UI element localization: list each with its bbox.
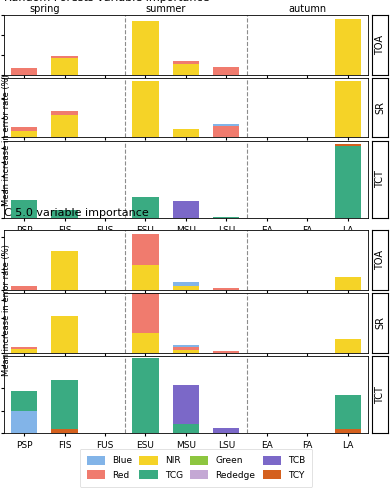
Bar: [173, 282, 199, 286]
Bar: [51, 114, 78, 138]
Text: Random Forests variable importance: Random Forests variable importance: [4, 0, 209, 3]
Text: TOA: TOA: [375, 250, 385, 270]
Bar: [132, 293, 159, 334]
Bar: [132, 81, 159, 138]
Bar: [173, 130, 199, 138]
Bar: [334, 429, 361, 434]
Bar: [213, 428, 240, 434]
Bar: [51, 429, 78, 434]
Bar: [132, 197, 159, 218]
Bar: [173, 345, 199, 347]
Bar: [11, 391, 37, 411]
Bar: [334, 278, 361, 289]
Bar: [334, 81, 361, 138]
Bar: [334, 144, 361, 146]
Bar: [334, 146, 361, 218]
Text: autumn: autumn: [288, 4, 326, 14]
Text: summer: summer: [145, 4, 186, 14]
Bar: [334, 395, 361, 429]
Bar: [11, 127, 37, 131]
Bar: [213, 67, 240, 74]
Bar: [173, 286, 199, 290]
Bar: [173, 424, 199, 434]
Bar: [173, 386, 199, 424]
Bar: [173, 350, 199, 352]
Bar: [11, 286, 37, 290]
Bar: [173, 60, 199, 64]
Bar: [132, 265, 159, 289]
Text: Mean increase in error rate (%): Mean increase in error rate (%): [2, 74, 11, 206]
Bar: [334, 340, 361, 352]
Text: TOA: TOA: [375, 35, 385, 55]
Bar: [132, 234, 159, 265]
Legend: Blue, Red, NIR, TCG, Green, Rededge, TCB, TCY: Blue, Red, NIR, TCG, Green, Rededge, TCB…: [80, 448, 312, 487]
Bar: [213, 124, 240, 126]
Bar: [51, 111, 78, 114]
Bar: [11, 200, 37, 218]
Bar: [213, 351, 240, 352]
Text: TCT: TCT: [375, 386, 385, 404]
Bar: [51, 316, 78, 352]
Bar: [213, 288, 240, 290]
Bar: [213, 217, 240, 218]
Text: TCT: TCT: [375, 170, 385, 188]
Bar: [51, 58, 78, 74]
Text: SR: SR: [375, 101, 385, 114]
Bar: [11, 346, 37, 350]
Bar: [132, 334, 159, 352]
Text: C 5.0 variable importance: C 5.0 variable importance: [4, 208, 149, 218]
Bar: [51, 251, 78, 290]
Bar: [51, 380, 78, 429]
Bar: [334, 19, 361, 74]
Bar: [173, 347, 199, 350]
Text: SR: SR: [375, 316, 385, 330]
Bar: [173, 201, 199, 218]
Bar: [132, 358, 159, 434]
Text: Mean increase in error rate (%): Mean increase in error rate (%): [2, 244, 11, 376]
Bar: [11, 68, 37, 74]
Bar: [11, 412, 37, 434]
Bar: [11, 350, 37, 352]
Bar: [213, 126, 240, 138]
Bar: [51, 56, 78, 58]
Bar: [132, 21, 159, 74]
Bar: [11, 131, 37, 138]
Bar: [173, 64, 199, 74]
Bar: [51, 210, 78, 218]
Text: spring: spring: [29, 4, 60, 14]
